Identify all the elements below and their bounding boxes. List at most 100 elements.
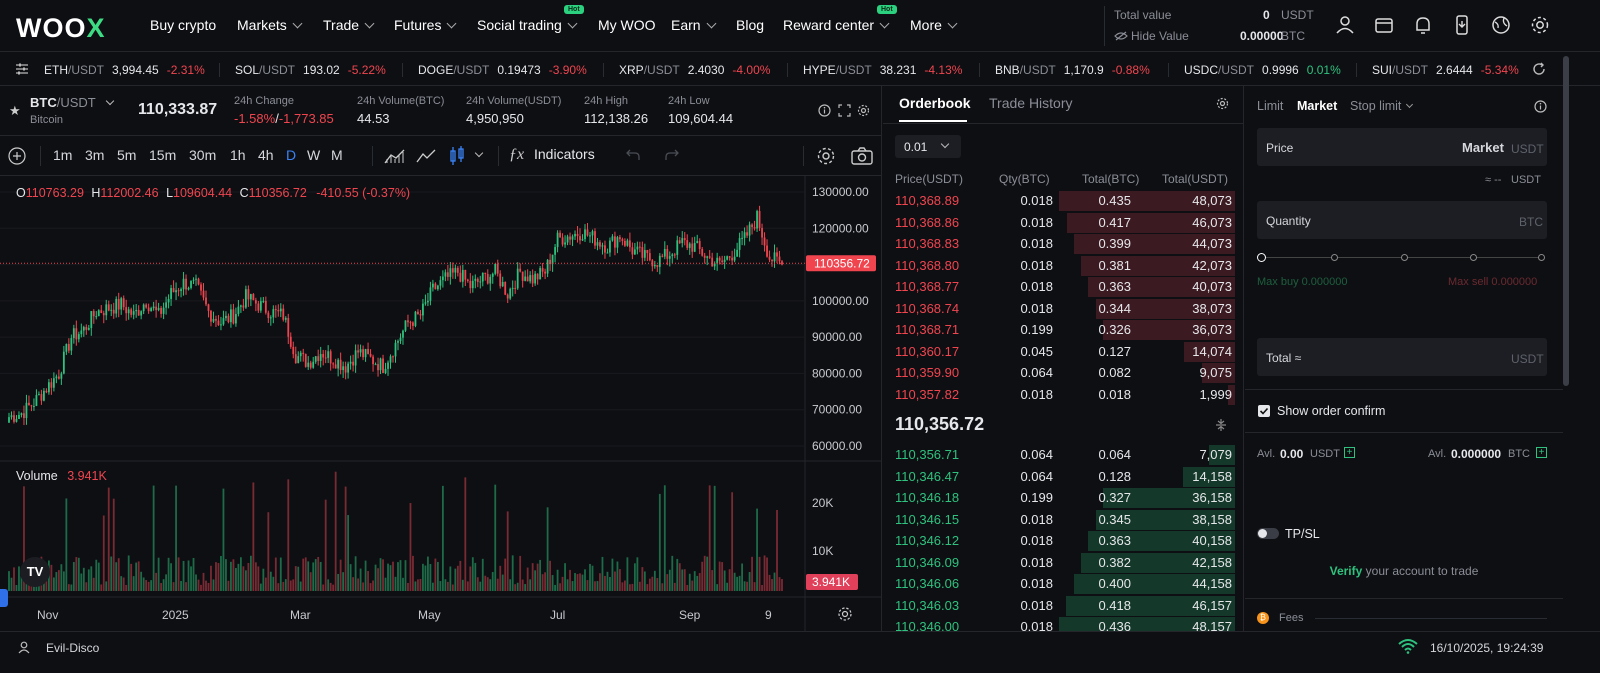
bid-row[interactable]: 110,346.12 0.018 0.363 40,158 (883, 530, 1235, 551)
interval-1h[interactable]: 1h (230, 147, 246, 163)
deposit-usdt-plus-icon[interactable]: + (1344, 447, 1355, 458)
slider-step-25[interactable] (1331, 254, 1338, 261)
ask-row[interactable]: 110,368.71 0.199 0.326 36,073 (883, 319, 1235, 340)
interval-D[interactable]: D (286, 147, 297, 163)
candlestick-chart[interactable]: 130000.00120000.00110000.00100000.009000… (0, 176, 882, 631)
interval-4h[interactable]: 4h (258, 147, 274, 163)
ticker-item-xrp[interactable]: XRP/USDT 2.4030 -4.00% (619, 63, 788, 77)
ask-row[interactable]: 110,368.83 0.018 0.399 44,073 (883, 233, 1235, 254)
tpsl-toggle[interactable] (1257, 528, 1279, 539)
bell-icon[interactable] (1412, 14, 1434, 36)
interval-W[interactable]: W (307, 147, 321, 163)
ask-row[interactable]: 110,357.82 0.018 0.018 1,999 (883, 384, 1235, 405)
user-icon[interactable] (1334, 14, 1356, 36)
fees-label[interactable]: Fees (1279, 612, 1304, 624)
hide-value-toggle[interactable]: Hide Value (1114, 29, 1189, 43)
interval-5m[interactable]: 5m (117, 147, 137, 163)
tab-trade-history[interactable]: Trade History (989, 95, 1073, 111)
chart-settings-gear-icon[interactable] (816, 146, 836, 166)
price-field[interactable]: Price Market USDT (1257, 128, 1547, 166)
redo-icon[interactable] (665, 149, 679, 161)
ticker-item-hype[interactable]: HYPE/USDT 38.231 -4.13% (803, 63, 980, 77)
collapse-handle[interactable] (0, 589, 8, 607)
username[interactable]: Evil-Disco (46, 641, 100, 655)
ask-row[interactable]: 110,368.74 0.018 0.344 38,073 (883, 298, 1235, 319)
favorite-star-icon[interactable]: ★ (9, 103, 21, 118)
fullscreen-icon[interactable] (838, 104, 851, 117)
orderbook-layout-icon[interactable] (1215, 418, 1227, 432)
ask-row[interactable]: 110,360.17 0.045 0.127 14,074 (883, 341, 1235, 362)
ticker-item-doge[interactable]: DOGE/USDT 0.19473 -3.90% (418, 63, 604, 77)
slider-step-100[interactable] (1538, 254, 1545, 261)
nav-markets[interactable]: Markets (237, 17, 303, 33)
bars-style-icon[interactable] (384, 147, 406, 165)
camera-snapshot-icon[interactable] (851, 146, 873, 166)
bid-row[interactable]: 110,356.71 0.064 0.064 7,079 (883, 444, 1235, 465)
bid-row[interactable]: 110,346.06 0.018 0.400 44,158 (883, 573, 1235, 594)
tab-orderbook[interactable]: Orderbook (899, 95, 971, 111)
bid-row[interactable]: 110,346.15 0.018 0.345 38,158 (883, 509, 1235, 530)
ask-row[interactable]: 110,368.86 0.018 0.417 46,073 (883, 212, 1235, 233)
price-chart-svg[interactable]: 130000.00120000.00110000.00100000.009000… (0, 176, 882, 631)
nav-social-trading[interactable]: Social trading (477, 17, 578, 33)
nav-reward-center[interactable]: Reward center (783, 17, 890, 33)
tab-limit[interactable]: Limit (1257, 99, 1284, 113)
verify-link[interactable]: Verify (1329, 564, 1363, 578)
tradingview-logo[interactable]: TV (20, 557, 50, 587)
wallet-icon[interactable] (1373, 14, 1395, 36)
indicators-button[interactable]: ƒx Indicators (509, 146, 595, 164)
pair-selector[interactable]: BTC/USDT Bitcoin (30, 95, 115, 126)
refresh-icon[interactable] (1532, 62, 1546, 76)
deposit-btc-plus-icon[interactable]: + (1536, 447, 1547, 458)
bid-row[interactable]: 110,346.00 0.018 0.436 48,157 (883, 616, 1235, 631)
precision-select[interactable]: 0.01 (895, 135, 961, 158)
nav-blog[interactable]: Blog (736, 17, 764, 33)
ask-row[interactable]: 110,359.90 0.064 0.082 9,075 (883, 362, 1235, 383)
nav-more[interactable]: More (910, 17, 958, 33)
interval-15m[interactable]: 15m (149, 147, 177, 163)
nav-my-woo[interactable]: My WOO (598, 17, 656, 33)
nav-earn[interactable]: Earn (671, 17, 717, 33)
nav-buy-crypto[interactable]: Buy crypto (150, 17, 216, 33)
globe-icon[interactable] (1490, 14, 1512, 36)
ask-row[interactable]: 110,368.89 0.018 0.435 48,073 (883, 190, 1235, 211)
sliders-icon[interactable] (15, 62, 29, 76)
bid-row[interactable]: 110,346.03 0.018 0.418 46,157 (883, 595, 1235, 616)
chevron-down-icon[interactable] (474, 148, 484, 158)
slider-handle[interactable] (1257, 253, 1266, 262)
ticker-item-usdc[interactable]: USDC/USDT 0.9996 0.01% (1184, 63, 1357, 77)
total-field[interactable]: Total ≈ USDT (1257, 338, 1547, 376)
interval-3m[interactable]: 3m (85, 147, 105, 163)
settings-gear-icon[interactable] (1529, 14, 1551, 36)
info-icon[interactable] (818, 104, 831, 117)
interval-M[interactable]: M (331, 147, 343, 163)
ask-row[interactable]: 110,368.77 0.018 0.363 40,073 (883, 276, 1235, 297)
interval-1m[interactable]: 1m (53, 147, 73, 163)
ticker-item-sol[interactable]: SOL/USDT 193.02 -5.22% (235, 63, 403, 77)
ticker-item-bnb[interactable]: BNB/USDT 1,170.9 -0.88% (995, 63, 1169, 77)
add-indicator-plus-icon[interactable] (8, 147, 26, 165)
orderbook-settings-icon[interactable] (1216, 97, 1229, 110)
slider-step-50[interactable] (1401, 254, 1408, 261)
bid-row[interactable]: 110,346.09 0.018 0.382 42,158 (883, 552, 1235, 573)
scrollbar[interactable] (1563, 56, 1569, 386)
tab-stop-limit[interactable]: Stop limit (1350, 99, 1414, 113)
time-axis-settings-icon[interactable] (837, 606, 853, 622)
undo-icon[interactable] (626, 149, 640, 161)
slider-step-75[interactable] (1470, 254, 1477, 261)
quantity-field[interactable]: Quantity BTC (1257, 201, 1547, 239)
ticker-item-eth[interactable]: ETH/USDT 3,994.45 -2.31% (44, 63, 220, 77)
bid-row[interactable]: 110,346.47 0.064 0.128 14,158 (883, 466, 1235, 487)
show-confirm-checkbox[interactable] (1258, 405, 1270, 417)
nav-futures[interactable]: Futures (394, 17, 457, 33)
woox-logo[interactable]: WOOX (16, 13, 106, 44)
ask-row[interactable]: 110,368.80 0.018 0.381 42,073 (883, 255, 1235, 276)
tab-market[interactable]: Market (1297, 99, 1338, 113)
interval-30m[interactable]: 30m (189, 147, 217, 163)
chart-settings-icon[interactable] (857, 104, 870, 117)
bid-row[interactable]: 110,346.18 0.199 0.327 36,158 (883, 487, 1235, 508)
candlestick-icon[interactable] (449, 146, 465, 166)
download-app-icon[interactable] (1451, 14, 1473, 36)
line-chart-icon[interactable] (416, 147, 436, 165)
info-icon[interactable] (1534, 100, 1547, 113)
